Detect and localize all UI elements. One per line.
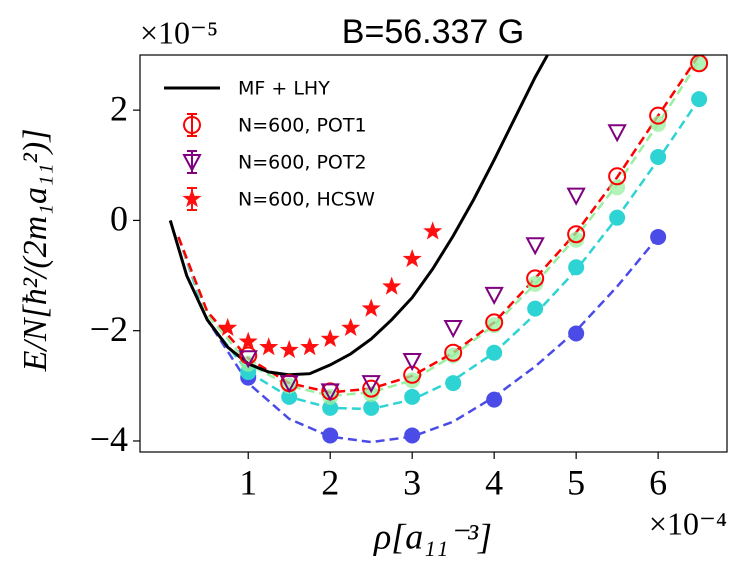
chart-title: B=56.337 G bbox=[342, 13, 524, 51]
series-line bbox=[177, 59, 701, 398]
marker bbox=[239, 346, 258, 365]
marker bbox=[444, 343, 463, 362]
marker bbox=[527, 300, 544, 317]
y-multiplier: ×10⁻⁵ bbox=[140, 14, 218, 50]
x-multiplier: ×10⁻⁴ bbox=[649, 505, 727, 541]
marker bbox=[322, 399, 339, 416]
plot-frame bbox=[139, 54, 728, 453]
marker bbox=[691, 55, 708, 72]
marker bbox=[320, 329, 340, 347]
x-axis-label: ρ[a₁₁⁻³] bbox=[373, 516, 492, 556]
marker bbox=[567, 225, 586, 244]
marker bbox=[402, 249, 422, 268]
x-tick-label: 4 bbox=[485, 462, 503, 502]
marker bbox=[566, 187, 586, 206]
x-tick-label: 5 bbox=[567, 462, 585, 502]
marker bbox=[363, 399, 380, 416]
marker bbox=[484, 286, 504, 305]
series-line bbox=[177, 98, 701, 411]
marker bbox=[183, 116, 201, 134]
marker bbox=[361, 375, 381, 394]
plot-area bbox=[168, 55, 709, 444]
marker bbox=[182, 154, 202, 173]
marker bbox=[281, 388, 298, 405]
marker bbox=[608, 167, 627, 186]
x-tick-label: 6 bbox=[649, 462, 667, 502]
marker bbox=[402, 353, 422, 372]
marker bbox=[525, 237, 545, 256]
marker bbox=[322, 427, 339, 444]
marker bbox=[361, 298, 381, 317]
marker bbox=[259, 337, 279, 356]
marker bbox=[279, 375, 299, 394]
marker bbox=[609, 209, 626, 226]
marker bbox=[649, 106, 668, 125]
marker bbox=[320, 383, 340, 402]
marker bbox=[486, 391, 503, 408]
marker bbox=[568, 325, 585, 342]
marker bbox=[363, 386, 380, 403]
x-tick-label: 3 bbox=[403, 462, 421, 502]
marker bbox=[423, 221, 443, 240]
marker bbox=[485, 313, 504, 332]
marker bbox=[445, 375, 462, 392]
marker bbox=[362, 379, 381, 398]
marker bbox=[382, 276, 402, 295]
marker bbox=[279, 340, 299, 359]
x-tick-label: 2 bbox=[321, 462, 339, 502]
y-tick-label: 0 bbox=[110, 199, 128, 239]
marker bbox=[650, 228, 667, 245]
marker bbox=[650, 149, 667, 166]
marker bbox=[238, 350, 258, 369]
marker bbox=[568, 231, 585, 248]
y-tick-label: −2 bbox=[90, 309, 128, 349]
marker bbox=[486, 344, 503, 361]
marker bbox=[404, 388, 421, 405]
x-tick-label: 1 bbox=[239, 462, 257, 502]
marker bbox=[182, 189, 202, 208]
marker bbox=[527, 275, 544, 292]
marker bbox=[404, 372, 421, 389]
legend-label: N=600, HCSW bbox=[238, 189, 375, 211]
legend: MF + LHY N=600, POT1 N=600, POT2 N=600, HCS… bbox=[164, 78, 375, 211]
marker bbox=[300, 337, 320, 356]
marker bbox=[341, 317, 361, 336]
y-axis-label: E/N[ħ²/(2m₁a₁₁²)] bbox=[17, 129, 54, 373]
marker bbox=[568, 259, 585, 276]
legend-label: MF + LHY bbox=[238, 78, 330, 100]
marker bbox=[238, 331, 258, 350]
marker bbox=[218, 317, 238, 336]
marker bbox=[403, 365, 422, 384]
marker bbox=[443, 319, 463, 339]
y-tick-label: 2 bbox=[110, 88, 128, 128]
marker bbox=[691, 91, 708, 108]
marker bbox=[404, 427, 421, 444]
marker bbox=[607, 124, 627, 143]
legend-label: N=600, POT2 bbox=[238, 152, 367, 174]
y-tick-label: −4 bbox=[90, 419, 128, 459]
marker bbox=[526, 269, 545, 288]
legend-label: N=600, POT1 bbox=[238, 115, 367, 137]
series-line bbox=[168, 55, 549, 377]
